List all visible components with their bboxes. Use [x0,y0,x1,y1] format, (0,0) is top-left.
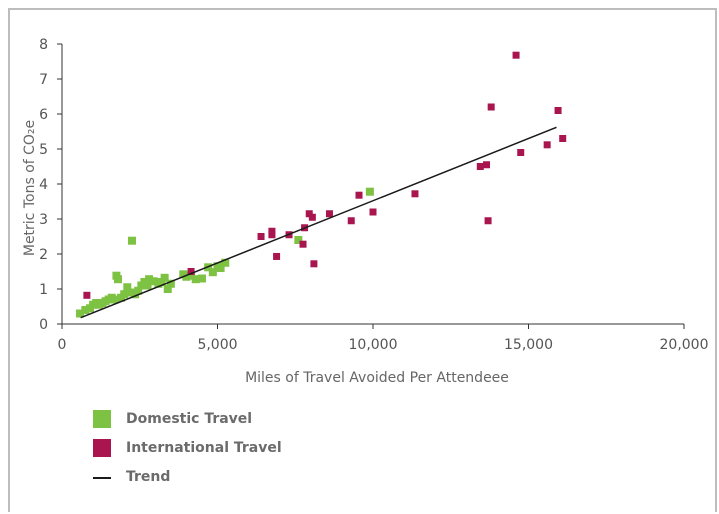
international-point [483,161,491,169]
international-swatch-icon [93,439,111,457]
domestic-point [163,285,172,293]
international-point [273,252,281,260]
international-point [476,163,484,170]
domestic-point [123,283,132,292]
x-tick-label: 5,000 [197,337,237,353]
domestic-point [197,274,206,283]
x-tick-label: 15,000 [504,337,553,353]
legend-label-international: International Travel [126,440,282,456]
domestic-point [143,281,152,290]
x-tick-label: 20,000 [660,337,709,353]
domestic-point [216,264,225,272]
international-point [487,103,495,111]
international-point [83,291,91,299]
y-tick-label: 4 [39,177,48,193]
domestic-point [187,271,196,280]
y-tick-label: 0 [39,317,48,333]
domestic-point [166,279,175,288]
international-point [543,141,551,149]
domestic-point [182,272,191,281]
y-tick-label: 7 [39,72,48,88]
international-point [347,217,355,225]
international-point [325,210,333,218]
domestic-point [157,278,166,286]
x-axis-title: Miles of Travel Avoided Per Attendeee [245,370,509,386]
y-tick-label: 6 [39,107,48,123]
x-tick-label: 10,000 [349,337,398,353]
international-point [517,149,525,156]
international-point [411,190,419,198]
international-point [559,135,567,142]
international-point [299,240,307,248]
international-point [310,260,318,268]
legend-label-domestic: Domestic Travel [126,411,253,427]
international-point [484,217,492,225]
domestic-point [120,290,129,299]
y-tick-label: 1 [39,282,48,298]
domestic-point [127,236,136,245]
chart-frame [8,8,717,512]
domestic-swatch-icon [93,410,111,428]
trend-line-icon [93,477,111,479]
domestic-point [134,286,143,295]
international-point [554,107,562,114]
domestic-point [191,275,200,284]
domestic-point [208,268,217,277]
domestic-point [221,258,230,267]
y-tick-label: 3 [39,212,48,228]
domestic-point [365,187,374,196]
y-tick-label: 2 [39,247,48,263]
x-tick-label: 0 [58,337,67,353]
domestic-points [76,187,374,318]
domestic-point [160,273,169,282]
domestic-point [294,236,303,244]
x-ticks: 0 5,000 10,000 15,000 20,000 [58,324,709,353]
y-tick-label: 8 [39,37,48,53]
y-ticks: 0 1 2 3 4 5 6 7 8 [39,37,62,333]
domestic-point [81,306,90,314]
domestic-point [113,275,122,284]
international-point [268,227,276,235]
y-tick-label: 5 [39,142,48,158]
trend-line [80,126,557,319]
international-point [308,213,316,221]
domestic-point [76,309,85,318]
international-point [187,268,195,275]
y-axis-title: Metric Tons of CO₂e [22,120,38,256]
legend-label-trend: Trend [126,469,171,485]
domestic-point [145,275,154,284]
international-point [355,191,363,199]
international-points [83,51,567,299]
international-point [257,233,265,240]
domestic-point [149,277,158,286]
international-point [512,51,520,59]
domestic-point [126,288,135,297]
international-point [369,208,377,216]
domestic-point [110,295,119,304]
